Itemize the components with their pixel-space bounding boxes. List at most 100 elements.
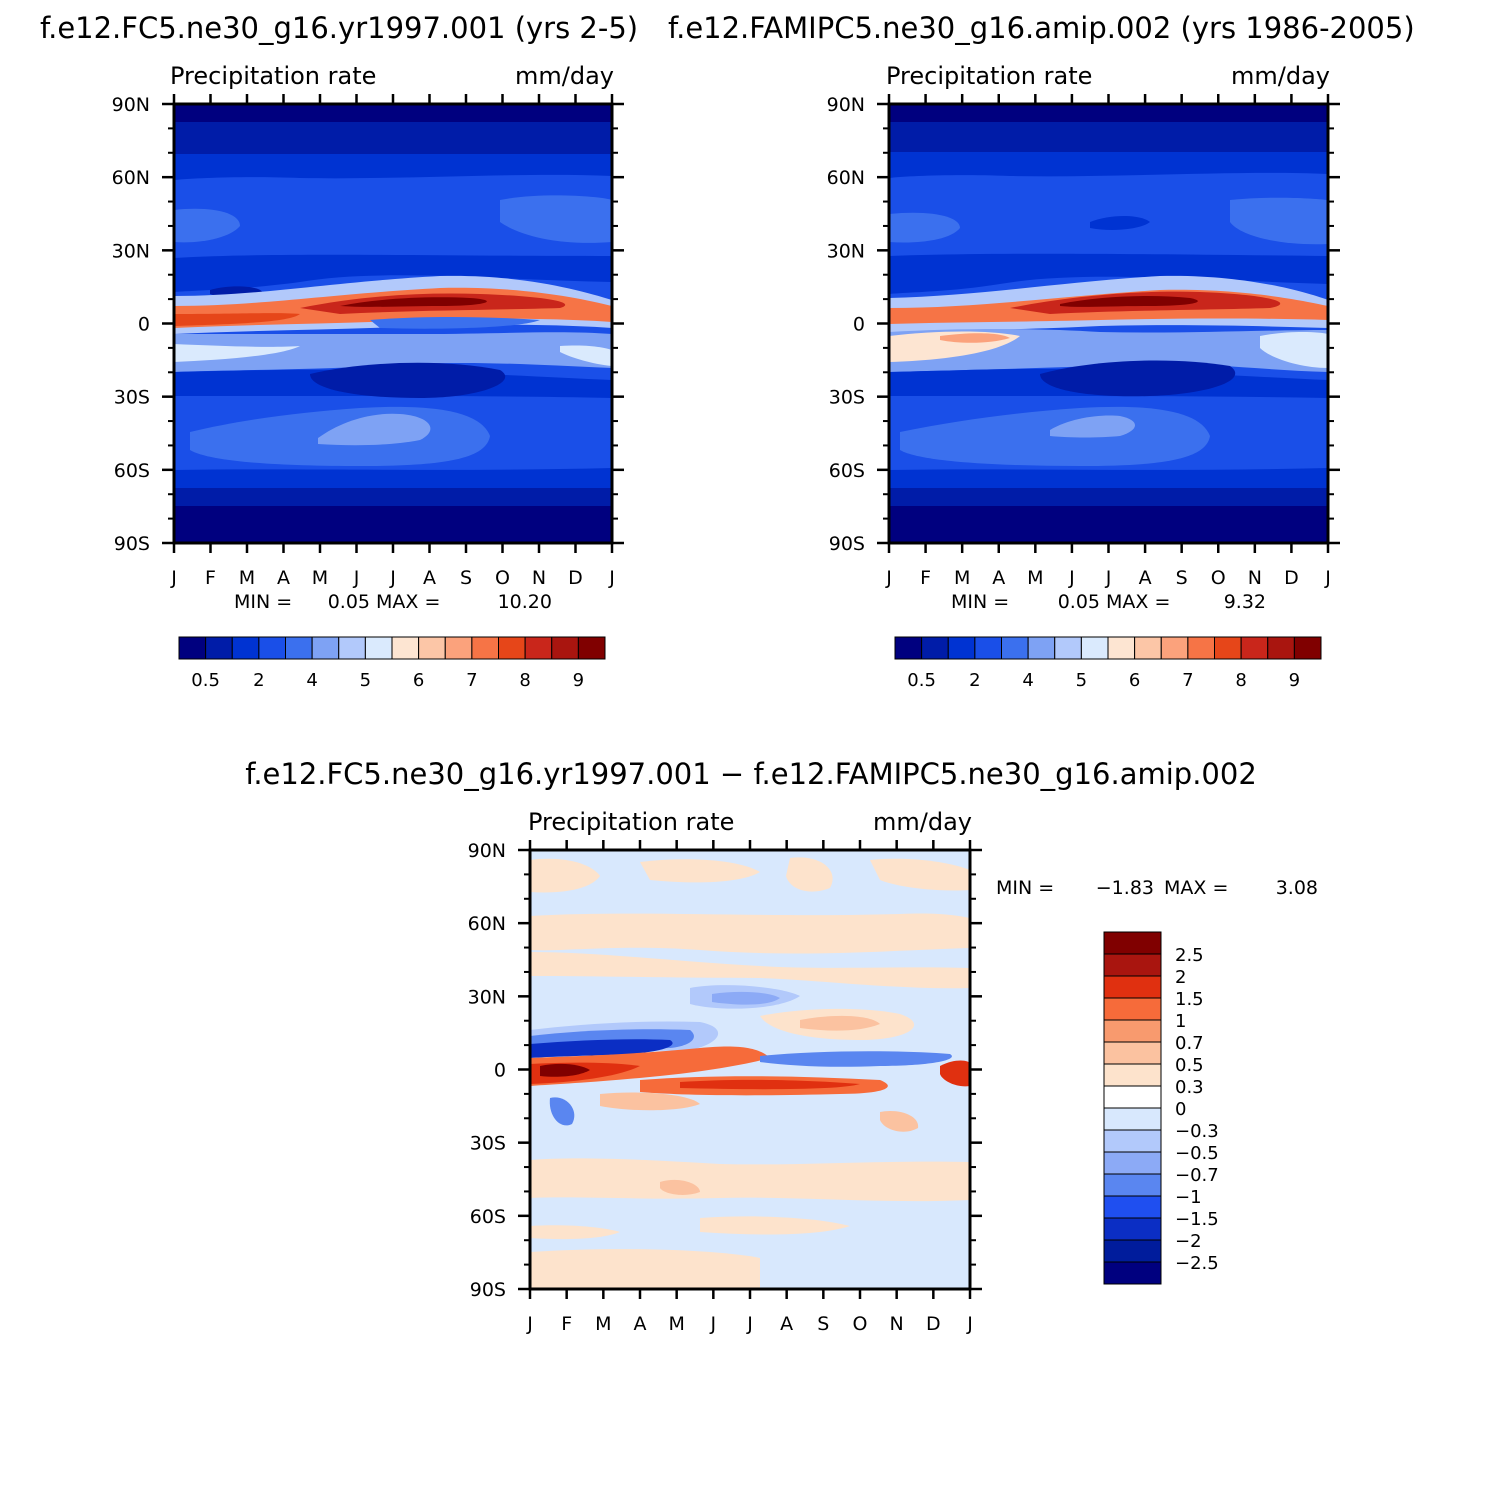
colorbar-label: 2 (969, 670, 980, 691)
colorbar-label: −0.5 (1175, 1143, 1219, 1164)
colorbar-label: 5 (360, 670, 371, 691)
colorbar-swatch (1103, 1107, 1162, 1131)
x-tick-label: F (561, 1313, 572, 1335)
contour-field (174, 104, 612, 543)
x-tick-label: O (495, 567, 510, 589)
x-tick-label: F (920, 567, 931, 589)
colorbar-label: 2.5 (1175, 945, 1204, 966)
panel-difference: f.e12.FC5.ne30_g16.yr1997.001 − f.e12.FA… (245, 757, 1318, 1335)
colorbar-label: 7 (1182, 670, 1193, 691)
patch-pos-s3 (880, 1110, 919, 1132)
midlat-south-core (1050, 415, 1135, 438)
colorbar-swatch (974, 636, 1002, 660)
y-tick-label: 0 (494, 1060, 506, 1082)
x-tick-label: N (890, 1313, 904, 1335)
colorbar-label: 0 (1175, 1099, 1186, 1120)
min-label: MIN = (234, 591, 292, 613)
colorbar-label: 0.5 (191, 670, 220, 691)
band-pos-eq-max (540, 1063, 590, 1077)
y-tick-label: 60N (468, 913, 506, 935)
patch-s-mid (660, 1179, 700, 1195)
band-subtropic-north (889, 253, 1328, 294)
min-value: 0.05 (1058, 591, 1100, 613)
colorbar-swatch (1103, 1195, 1162, 1219)
x-tick-label: J (746, 1313, 753, 1335)
patch-pos-s2 (600, 1092, 700, 1111)
itcz-max (1060, 296, 1198, 307)
x-tick-label: M (312, 567, 328, 589)
y-tick-label: 60S (470, 1206, 506, 1228)
colorbar-label: 9 (573, 670, 584, 691)
colorbar-label: 2 (1175, 967, 1186, 988)
band-polar-south (889, 488, 1328, 506)
patch-s-low1 (530, 1225, 620, 1240)
colorbar-swatch (1103, 1151, 1162, 1175)
x-tick-label: J (1068, 567, 1075, 589)
x-tick-label: S (1176, 567, 1188, 589)
min-value: −1.83 (1096, 877, 1154, 899)
x-tick-label: N (532, 567, 546, 589)
x-tick-label: D (926, 1313, 941, 1335)
band-subpolar-north (174, 154, 612, 180)
y-tick-label: 60S (114, 460, 150, 482)
colorbar-label: −1.5 (1175, 1209, 1219, 1230)
units-string: mm/day (515, 62, 614, 90)
y-tick-label: 60S (829, 460, 865, 482)
colorbar-swatch (1103, 997, 1162, 1021)
colorbar-label: 4 (1022, 670, 1033, 691)
colorbar-swatch (1103, 1173, 1162, 1197)
cold-tongue (370, 317, 540, 329)
left-string: Precipitation rate (528, 808, 734, 836)
y-tick-label: 30N (468, 986, 506, 1008)
band-s-polar (530, 1249, 760, 1289)
x-tick-label: M (668, 1313, 684, 1335)
band-subtropic-north (174, 254, 612, 292)
band-polar-north (889, 122, 1328, 152)
y-tick-label: 90N (468, 840, 506, 862)
colorbar-swatch (1080, 636, 1109, 660)
max-value: 9.32 (1224, 591, 1266, 613)
y-tick-label: 60N (827, 167, 865, 189)
x-tick-label: S (460, 567, 472, 589)
colorbar-swatch (258, 636, 286, 660)
y-tick-label: 90N (112, 94, 150, 116)
y-tick-label: 90N (827, 94, 865, 116)
band-antarctic (889, 506, 1328, 543)
band-s-mid (530, 1158, 970, 1202)
colorbar-swatch (311, 636, 340, 660)
colorbar-label: −2 (1175, 1231, 1202, 1252)
colorbar-swatch (1103, 1019, 1162, 1043)
colorbar-label: 6 (413, 670, 424, 691)
patch-s-low2 (700, 1216, 850, 1235)
subtropic-south-core (310, 362, 506, 398)
patch-south-east (560, 345, 612, 366)
band-pos-south-core (680, 1079, 860, 1090)
panel-title: f.e12.FAMIPC5.ne30_g16.amip.002 (yrs 198… (668, 11, 1415, 45)
patch-south-warm-core (940, 333, 1010, 343)
min-label: MIN = (996, 877, 1054, 899)
colorbar-swatch (1103, 1063, 1162, 1087)
x-tick-label: J (885, 567, 892, 589)
x-tick-label: J (966, 1313, 973, 1335)
units-string: mm/day (873, 808, 972, 836)
panel-title: f.e12.FC5.ne30_g16.yr1997.001 (yrs 2-5) (40, 11, 638, 45)
max-value: 10.20 (498, 591, 552, 613)
y-tick-label: 90S (114, 533, 150, 555)
x-tick-label: J (353, 567, 360, 589)
y-tick-label: 30S (470, 1133, 506, 1155)
colorbar-swatch (1103, 975, 1162, 999)
colorbar-label: 4 (306, 670, 317, 691)
colorbar-swatch (894, 636, 923, 660)
x-tick-label: J (1105, 567, 1112, 589)
patch-north-b (500, 195, 612, 243)
x-tick-label: S (817, 1313, 829, 1335)
x-tick-label: J (389, 567, 396, 589)
colorbar-label: 5 (1076, 670, 1087, 691)
patch-north-b (1230, 197, 1328, 245)
colorbar-label: 2 (253, 670, 264, 691)
colorbar-swatch (338, 636, 366, 660)
x-tick-label: A (1139, 567, 1152, 589)
